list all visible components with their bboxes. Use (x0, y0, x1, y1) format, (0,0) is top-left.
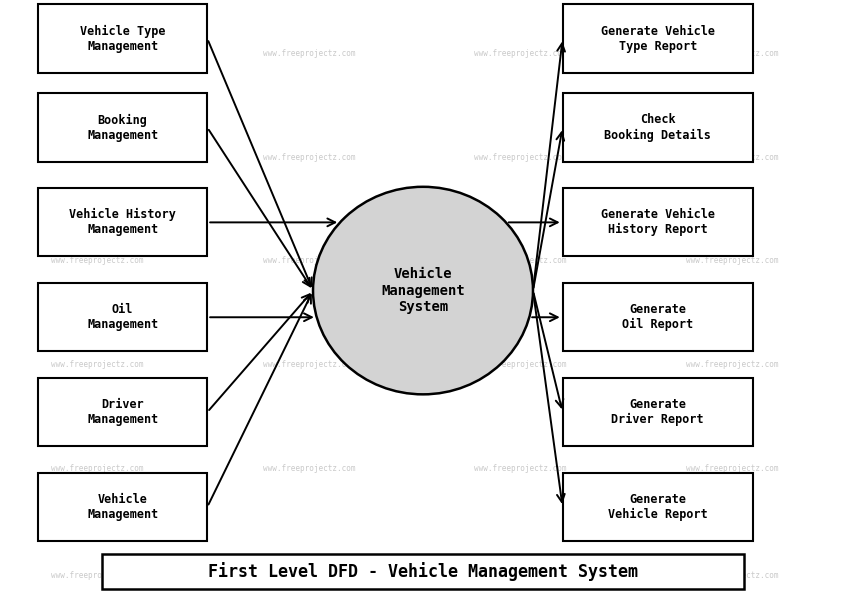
Text: www.freeprojectz.com: www.freeprojectz.com (51, 360, 144, 369)
Text: www.freeprojectz.com: www.freeprojectz.com (262, 49, 355, 58)
Text: www.freeprojectz.com: www.freeprojectz.com (51, 464, 144, 473)
Text: www.freeprojectz.com: www.freeprojectz.com (474, 360, 567, 369)
Text: www.freeprojectz.com: www.freeprojectz.com (262, 464, 355, 473)
FancyBboxPatch shape (563, 189, 753, 257)
Text: www.freeprojectz.com: www.freeprojectz.com (685, 360, 778, 369)
FancyBboxPatch shape (563, 93, 753, 161)
FancyBboxPatch shape (38, 189, 207, 257)
Text: Generate
Driver Report: Generate Driver Report (612, 398, 704, 426)
FancyBboxPatch shape (38, 473, 207, 541)
Text: Generate
Oil Report: Generate Oil Report (622, 303, 694, 331)
Text: www.freeprojectz.com: www.freeprojectz.com (262, 570, 355, 580)
FancyBboxPatch shape (563, 5, 753, 73)
FancyBboxPatch shape (38, 378, 207, 446)
FancyBboxPatch shape (38, 93, 207, 161)
FancyBboxPatch shape (563, 473, 753, 541)
Text: www.freeprojectz.com: www.freeprojectz.com (51, 256, 144, 266)
Text: www.freeprojectz.com: www.freeprojectz.com (51, 570, 144, 580)
Text: www.freeprojectz.com: www.freeprojectz.com (262, 256, 355, 266)
Text: Generate
Vehicle Report: Generate Vehicle Report (608, 493, 707, 521)
Text: www.freeprojectz.com: www.freeprojectz.com (474, 49, 567, 58)
Text: Vehicle
Management: Vehicle Management (87, 493, 158, 521)
Text: www.freeprojectz.com: www.freeprojectz.com (685, 49, 778, 58)
Text: Vehicle
Management
System: Vehicle Management System (382, 267, 464, 314)
Text: www.freeprojectz.com: www.freeprojectz.com (685, 152, 778, 162)
Text: Vehicle History
Management: Vehicle History Management (69, 208, 176, 237)
FancyBboxPatch shape (563, 283, 753, 351)
Text: Vehicle Type
Management: Vehicle Type Management (80, 24, 166, 53)
Text: www.freeprojectz.com: www.freeprojectz.com (474, 570, 567, 580)
FancyBboxPatch shape (102, 554, 744, 589)
Text: Generate Vehicle
History Report: Generate Vehicle History Report (601, 208, 715, 237)
Text: www.freeprojectz.com: www.freeprojectz.com (51, 152, 144, 162)
Text: www.freeprojectz.com: www.freeprojectz.com (51, 49, 144, 58)
Text: Booking
Management: Booking Management (87, 113, 158, 142)
FancyBboxPatch shape (563, 378, 753, 446)
Text: www.freeprojectz.com: www.freeprojectz.com (474, 256, 567, 266)
FancyBboxPatch shape (38, 5, 207, 73)
Text: www.freeprojectz.com: www.freeprojectz.com (685, 464, 778, 473)
Text: www.freeprojectz.com: www.freeprojectz.com (262, 360, 355, 369)
Text: www.freeprojectz.com: www.freeprojectz.com (474, 464, 567, 473)
Text: First Level DFD - Vehicle Management System: First Level DFD - Vehicle Management Sys… (208, 562, 638, 581)
Text: www.freeprojectz.com: www.freeprojectz.com (474, 152, 567, 162)
Text: Driver
Management: Driver Management (87, 398, 158, 426)
Text: Oil
Management: Oil Management (87, 303, 158, 331)
Text: www.freeprojectz.com: www.freeprojectz.com (685, 256, 778, 266)
Text: www.freeprojectz.com: www.freeprojectz.com (685, 570, 778, 580)
Text: Check
Booking Details: Check Booking Details (604, 113, 711, 142)
FancyBboxPatch shape (38, 283, 207, 351)
Ellipse shape (313, 187, 533, 394)
Text: Generate Vehicle
Type Report: Generate Vehicle Type Report (601, 24, 715, 53)
Text: www.freeprojectz.com: www.freeprojectz.com (262, 152, 355, 162)
